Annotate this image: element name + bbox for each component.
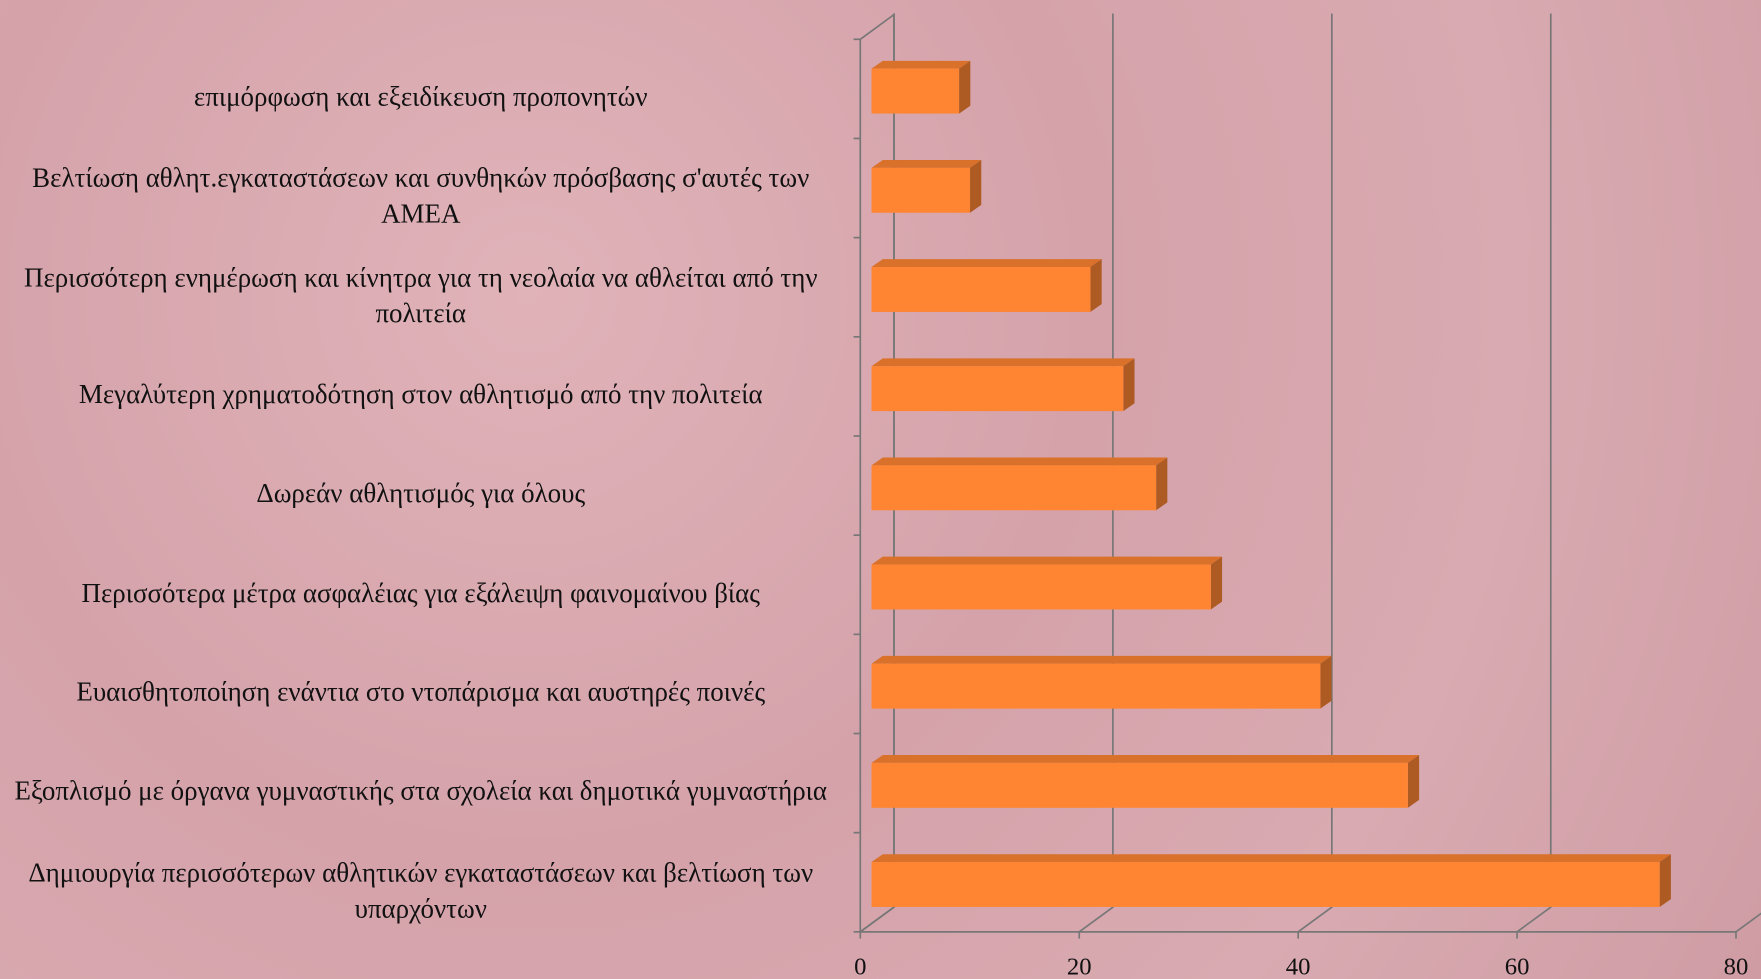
category-label-wrap: επιμόρφωση και εξειδίκευση προπονητών xyxy=(0,48,833,147)
grid-line xyxy=(1735,912,1761,933)
category-label: Περισσότερη ενημέρωση και κίνητρα για τη… xyxy=(23,263,818,329)
bar xyxy=(871,854,1671,907)
bar xyxy=(871,159,982,213)
category-label-wrap: Βελτίωση αθλητ.εγκαταστάσεων και συνθηκώ… xyxy=(0,147,833,246)
bar-front xyxy=(871,366,1124,412)
bar-front xyxy=(871,564,1211,610)
bar-front xyxy=(871,762,1408,808)
bar-side xyxy=(970,159,982,213)
x-tick-label: 40 xyxy=(1286,954,1311,979)
bar xyxy=(871,556,1223,610)
bar-top xyxy=(871,159,982,168)
bar-front xyxy=(871,862,1660,907)
category-label-wrap: Δημιουργία περισσότερων αθλητικών εγκατα… xyxy=(0,842,833,941)
bar-side xyxy=(1320,655,1332,709)
category-label: Δωρεάν αθλητισμός για όλους xyxy=(256,479,586,509)
category-label-box: Δημιουργία περισσότερων αθλητικών εγκατα… xyxy=(0,842,833,941)
bar-front xyxy=(871,663,1321,709)
bar-side xyxy=(1659,854,1671,907)
category-label-wrap: Περισσότερα μέτρα ασφαλέιας για εξάλειψη… xyxy=(0,544,833,643)
category-label: Δημιουργία περισσότερων αθλητικών εγκατα… xyxy=(28,858,814,924)
bar xyxy=(871,358,1135,412)
grid-line xyxy=(1078,13,1114,933)
bar-front xyxy=(871,465,1157,511)
category-label-wrap: Δωρεάν αθλητισμός για όλους xyxy=(0,445,833,544)
bar-side xyxy=(1123,358,1135,412)
bar-side xyxy=(959,60,971,114)
x-tick-label: 80 xyxy=(1724,954,1749,979)
bar-front xyxy=(871,167,971,213)
bar-front xyxy=(871,68,960,114)
category-label: Περισσότερα μέτρα ασφαλέιας για εξάλειψη… xyxy=(81,578,760,609)
category-label-box: Βελτίωση αθλητ.εγκαταστάσεων και συνθηκώ… xyxy=(0,147,833,246)
bar xyxy=(871,457,1168,511)
category-label-box: Ευαισθητοποίηση ενάντια στο ντοπάρισμα κ… xyxy=(0,643,833,742)
category-label-wrap: Εξοπλισμό με όργανα γυμναστικής στα σχολ… xyxy=(0,742,833,841)
bar-top xyxy=(871,60,971,69)
category-label-wrap: Περισσότερη ενημέρωση και κίνητρα για τη… xyxy=(0,247,833,346)
bar xyxy=(871,60,971,114)
category-label-box: επιμόρφωση και εξειδίκευση προπονητών xyxy=(0,48,833,147)
bar-front xyxy=(871,267,1091,312)
category-label-box: Περισσότερα μέτρα ασφαλέιας για εξάλειψη… xyxy=(0,544,833,643)
bar-top xyxy=(871,556,1223,565)
category-label-box: Περισσότερη ενημέρωση και κίνητρα για τη… xyxy=(0,247,833,346)
bar-top xyxy=(871,655,1332,664)
category-label: Ευαισθητοποίηση ενάντια στο ντοπάρισμα κ… xyxy=(76,678,766,708)
category-label-box: Δωρεάν αθλητισμός για όλους xyxy=(0,445,833,544)
category-label-wrap: Ευαισθητοποίηση ενάντια στο ντοπάρισμα κ… xyxy=(0,643,833,742)
grid-line xyxy=(1297,13,1333,933)
bar xyxy=(871,259,1102,312)
bar-top xyxy=(871,259,1102,268)
bar xyxy=(871,755,1420,808)
category-label: Εξοπλισμό με όργανα γυμναστικής στα σχολ… xyxy=(14,777,828,807)
x-tick-label: 20 xyxy=(1067,954,1092,979)
category-label-box: Εξοπλισμό με όργανα γυμναστικής στα σχολ… xyxy=(0,742,833,841)
grid-line xyxy=(1516,13,1552,933)
bar-top xyxy=(871,854,1671,863)
bar-top xyxy=(871,755,1420,763)
category-label-wrap: Μεγαλύτερη χρηματοδότηση στον αθλητισμό … xyxy=(0,346,833,445)
bar-side xyxy=(1090,259,1102,312)
bar-top xyxy=(871,457,1168,466)
category-label: Βελτίωση αθλητ.εγκαταστάσεων και συνθηκώ… xyxy=(32,164,810,230)
bar xyxy=(871,655,1332,709)
bar-top xyxy=(871,358,1135,367)
x-tick-label: 0 xyxy=(854,954,866,979)
category-label-box: Μεγαλύτερη χρηματοδότηση στον αθλητισμό … xyxy=(0,346,833,445)
category-label: επιμόρφωση και εξειδίκευση προπονητών xyxy=(193,83,648,113)
category-label: Μεγαλύτερη χρηματοδότηση στον αθλητισμό … xyxy=(78,380,763,410)
bar-side xyxy=(1407,755,1420,808)
bar-side xyxy=(1210,556,1223,610)
x-tick-label: 60 xyxy=(1505,954,1530,979)
bar-side xyxy=(1156,457,1168,511)
